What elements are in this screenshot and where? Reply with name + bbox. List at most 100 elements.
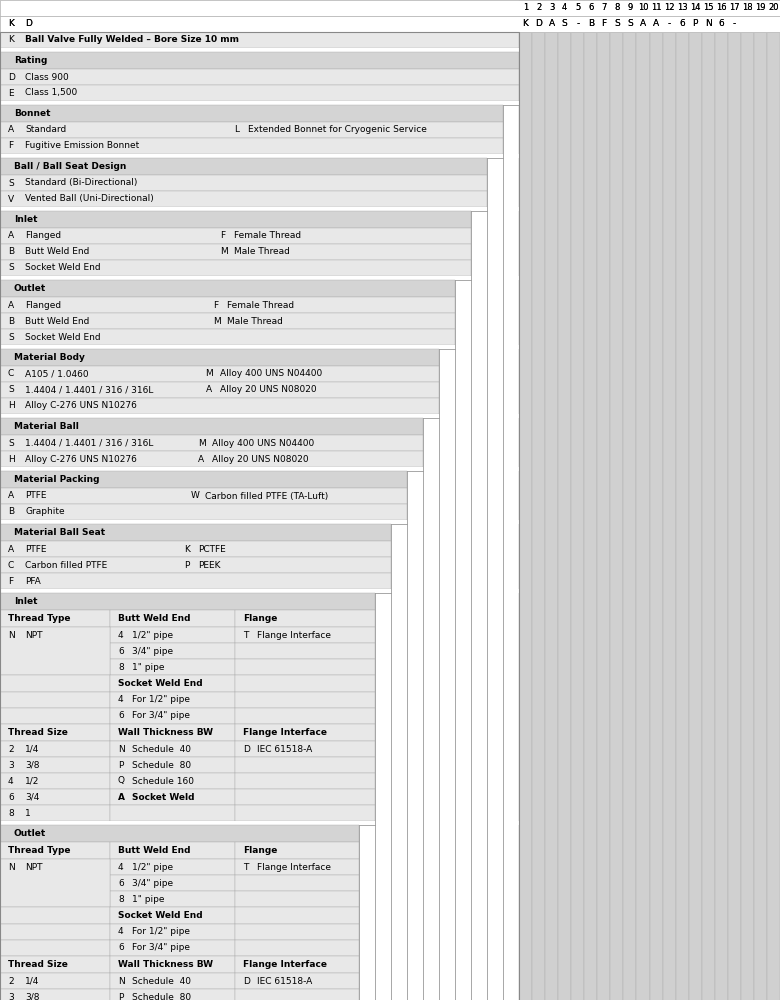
Bar [558,0,571,1000]
Bar [0,154,519,158]
Text: Carbon filled PTFE (TA-Luft): Carbon filled PTFE (TA-Luft) [205,491,328,500]
Text: A: A [206,385,211,394]
Text: K: K [184,544,190,554]
Text: H: H [8,401,15,410]
Bar [0,610,110,627]
Text: Female Thread: Female Thread [227,300,294,310]
Bar [0,708,110,724]
Text: 6: 6 [118,879,124,888]
Text: Rating: Rating [14,56,48,65]
Text: Class 1,500: Class 1,500 [25,89,77,98]
Bar [532,0,545,1000]
Text: N: N [705,19,711,28]
Text: D: D [25,19,32,28]
Text: 18: 18 [742,3,753,12]
Text: 3/4" pipe: 3/4" pipe [132,647,173,656]
Text: Ball Valve Fully Welded – Bore Size 10 mm: Ball Valve Fully Welded – Bore Size 10 m… [25,35,239,44]
Text: S: S [8,438,14,448]
Text: PTFE: PTFE [25,544,47,554]
Text: K: K [8,19,14,28]
Bar [0,589,519,593]
Bar [235,907,359,924]
Bar [0,297,455,313]
Text: 6: 6 [718,19,724,28]
Text: 1" pipe: 1" pipe [132,662,165,672]
Bar [0,382,439,398]
Text: 19: 19 [755,3,766,12]
Text: M: M [220,247,228,256]
Bar [110,610,235,627]
Bar [235,973,359,989]
Bar [0,101,519,105]
Bar [110,940,235,956]
Text: K: K [523,19,529,28]
Bar [0,675,110,692]
Text: 6: 6 [118,944,124,952]
Text: Thread Type: Thread Type [8,614,70,623]
Text: 1/2: 1/2 [25,776,39,786]
Text: B: B [8,316,14,326]
Bar [110,757,235,773]
Text: 13: 13 [677,3,687,12]
Bar [235,757,375,773]
Text: 17: 17 [729,3,739,12]
Text: A: A [198,454,204,464]
Text: 6: 6 [679,19,685,28]
Text: 14: 14 [690,3,700,12]
Bar [610,0,623,1000]
Bar [0,956,110,973]
Text: -: - [576,19,580,28]
Text: For 1/2" pipe: For 1/2" pipe [132,928,190,936]
Text: Schedule  40: Schedule 40 [132,744,191,754]
Bar [623,0,636,1000]
Bar [0,451,423,467]
Bar [584,0,597,1000]
Text: -: - [668,19,671,28]
Text: Flange Interface: Flange Interface [243,960,327,969]
Text: 6: 6 [118,647,124,656]
Text: Flange Interface: Flange Interface [257,631,331,640]
Text: 1/4: 1/4 [25,744,39,754]
Bar [0,207,519,211]
Text: D: D [25,19,32,28]
Text: 6: 6 [679,19,685,28]
Text: Vented Ball (Uni-Directional): Vented Ball (Uni-Directional) [25,194,154,204]
Text: Wall Thickness BW: Wall Thickness BW [118,960,213,969]
Bar [235,773,375,789]
Text: A: A [8,300,14,310]
Text: Socket Weld End: Socket Weld End [25,332,101,342]
Text: Alloy C-276 UNS N10276: Alloy C-276 UNS N10276 [25,401,136,410]
Text: -: - [668,19,671,28]
Text: Flange: Flange [243,846,278,855]
Text: F: F [601,19,606,28]
Bar [110,924,235,940]
Text: Class 900: Class 900 [25,73,69,82]
Bar [0,16,780,32]
Text: 8: 8 [614,3,619,12]
Bar [0,524,391,541]
Text: N: N [118,976,125,986]
Text: 17: 17 [729,3,739,12]
Text: Alloy 400 UNS N04400: Alloy 400 UNS N04400 [219,369,322,378]
Text: 14: 14 [690,3,700,12]
Text: 8: 8 [118,894,124,904]
Text: B: B [587,19,594,28]
Text: Butt Weld End: Butt Weld End [118,846,190,855]
Text: Thread Type: Thread Type [8,846,70,855]
Bar [235,659,375,675]
Text: IEC 61518-A: IEC 61518-A [257,744,312,754]
Bar [110,989,235,1000]
Bar [0,504,407,520]
Bar [0,627,110,675]
Bar [0,541,391,557]
Text: -: - [576,19,580,28]
Text: W: W [191,491,200,500]
Text: S: S [614,19,620,28]
Text: 2: 2 [8,976,13,986]
Text: E: E [8,89,13,98]
Text: S: S [8,178,14,188]
Text: Flanged: Flanged [25,300,61,310]
Bar [0,32,519,1000]
Text: T: T [243,862,248,871]
Text: 8: 8 [118,662,124,672]
